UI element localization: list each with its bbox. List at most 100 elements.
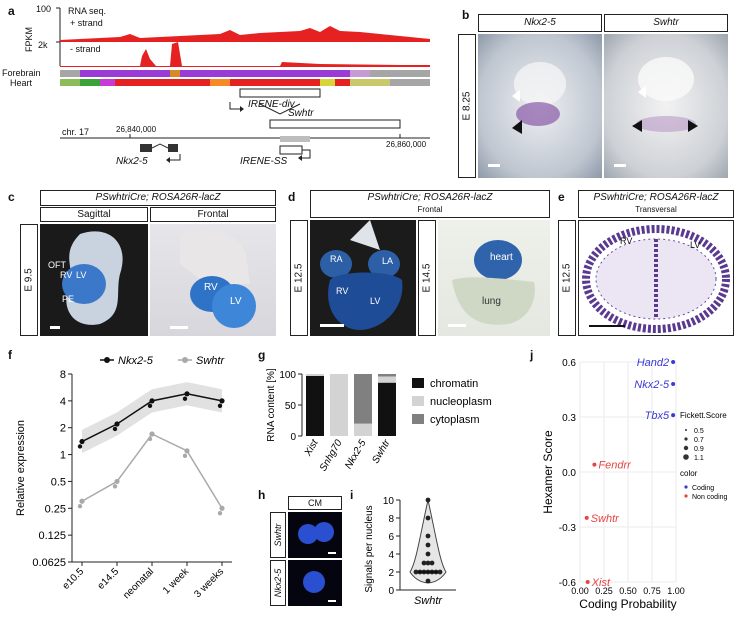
- c-label-oft: OFT: [48, 260, 66, 270]
- track-heart-label: Heart: [10, 78, 33, 88]
- minus-strand-label: - strand: [70, 44, 101, 54]
- coord-right: 26,860,000: [386, 140, 427, 149]
- j-y-tick-label: 0.6: [562, 358, 576, 369]
- j-x-tick-label: 0.25: [595, 586, 613, 596]
- j-legend-color-label: Non coding: [692, 494, 728, 501]
- irene-div-label: IRENE-div: [248, 99, 295, 110]
- j-x-tick-label: 0.00: [571, 586, 589, 596]
- panel-d: PSwhtriCre; ROSA26R-lacZ Frontal E 12.5 …: [290, 190, 552, 340]
- j-legend-color-title: color: [680, 469, 698, 478]
- i-y-tick-label: 0: [388, 586, 394, 597]
- f-data-point: [77, 444, 83, 449]
- nkx25-gene-label: Nkx2-5: [116, 156, 148, 167]
- f-x-tick-label: 3 weeks: [192, 566, 226, 600]
- white-arrowhead-icon: [512, 90, 520, 102]
- f-y-tick-label: 0.0625: [32, 557, 66, 569]
- f-data-point: [112, 484, 118, 489]
- d-label-lv: LV: [370, 296, 381, 306]
- d-header-box: PSwhtriCre; ROSA26R-lacZ Frontal: [310, 190, 550, 218]
- f-y-tick-label: 0.25: [45, 503, 66, 515]
- j-y-tick-label: -0.3: [559, 523, 577, 534]
- h-image-swhtr: [288, 512, 342, 558]
- j-y-tick-label: 0.0: [562, 468, 576, 479]
- g-x-tick-label: Snhg70: [318, 438, 345, 474]
- plus-strand-label: + strand: [70, 18, 103, 28]
- f-y-tick-label: 2: [60, 423, 66, 435]
- f-data-point: [147, 403, 153, 409]
- d-stage2-box: E 14.5: [418, 220, 436, 336]
- j-point-label: Xist: [591, 577, 611, 589]
- chart-i: 0 2 4 6 8 10 Signals per nucleus Swhtr: [364, 496, 456, 607]
- panel-label-g: g: [258, 348, 266, 362]
- i-y-tick-label: 6: [388, 532, 394, 543]
- g-legend-swatch: [412, 378, 424, 388]
- i-y-axis-label: Signals per nucleus: [364, 505, 375, 592]
- c-header: PSwhtriCre; ROSA26R-lacZ: [40, 190, 276, 206]
- panel-label-a: a: [8, 4, 15, 18]
- panel-label-h: h: [258, 488, 266, 502]
- f-data-point: [219, 398, 225, 404]
- j-legend-size-label: 0.7: [694, 437, 704, 444]
- d-stage1-box: E 12.5: [290, 220, 308, 336]
- panel-label-e: e: [558, 190, 565, 204]
- black-arrowhead-icon: [688, 120, 698, 132]
- i-y-tick-label: 10: [383, 496, 395, 507]
- b-header-nkx25: Nkx2-5: [478, 14, 602, 32]
- j-legend-size-marker: [685, 429, 687, 431]
- i-data-point: [425, 551, 431, 557]
- e-header-box: PSwhtriCre; ROSA26R-lacZ Transversal: [578, 190, 734, 218]
- j-legend-size-label: 0.9: [694, 446, 704, 453]
- j-data-point: [592, 462, 597, 467]
- j-point-label: Hand2: [637, 357, 669, 369]
- f-legend-marker: [104, 357, 110, 363]
- c-col-sagittal: Sagittal: [40, 207, 148, 222]
- genome-browser: [56, 7, 430, 163]
- i-data-point: [425, 533, 431, 539]
- d-header: PSwhtriCre; ROSA26R-lacZ: [367, 192, 493, 203]
- i-data-point: [413, 569, 419, 575]
- f-data-point: [219, 505, 225, 511]
- d-subheader: Frontal: [417, 205, 443, 214]
- f-data-point: [77, 503, 83, 509]
- j-point-label: Nkx2-5: [634, 379, 670, 391]
- g-bar-segment: [330, 374, 348, 436]
- e-image-section: [578, 220, 734, 336]
- j-point-label: Tbx5: [645, 410, 670, 422]
- f-y-tick-label: 1: [60, 450, 66, 462]
- j-legend-color-marker: [684, 494, 688, 498]
- d-label-la: LA: [382, 256, 394, 266]
- f-legend-marker: [182, 357, 188, 363]
- d-label-rv: RV: [336, 286, 349, 296]
- j-data-point: [585, 580, 590, 584]
- i-data-point: [425, 578, 431, 584]
- f-x-tick-label: 1 week: [161, 566, 192, 597]
- minus-strand-signal: [60, 42, 430, 67]
- b-image-nkx25: [478, 34, 602, 178]
- f-series-line: [81, 433, 223, 509]
- panel-b: Nkx2-5 Swhtr E 8.25: [458, 14, 736, 180]
- black-arrowhead-icon: [512, 120, 522, 134]
- j-point-label: Swhtr: [591, 513, 620, 525]
- g-legend-label: chromatin: [430, 378, 478, 390]
- white-arrowhead-icon: [638, 86, 646, 98]
- e-label-lv: LV: [690, 240, 701, 250]
- rnaseq-label: RNA seq.: [68, 6, 107, 16]
- g-bar-segment: [306, 375, 324, 436]
- f-data-point: [184, 391, 190, 397]
- f-legend-label: Nkx2-5: [118, 355, 154, 367]
- plus-max: 100: [36, 4, 52, 14]
- e-subheader: Transversal: [635, 205, 677, 214]
- j-data-point: [584, 515, 589, 520]
- h-header: CM: [288, 496, 342, 510]
- c-label-pe: PE: [62, 294, 75, 304]
- j-legend-size-marker: [683, 454, 689, 460]
- j-point-label: Fendrr: [598, 460, 632, 472]
- g-y-tick-label: 100: [279, 370, 296, 381]
- j-legend-size-title: Fickett.Score: [680, 411, 727, 420]
- fpkm-label: FPKM: [24, 26, 34, 52]
- i-data-point: [429, 560, 435, 566]
- i-y-tick-label: 4: [388, 550, 394, 561]
- g-y-tick-label: 0: [290, 432, 296, 443]
